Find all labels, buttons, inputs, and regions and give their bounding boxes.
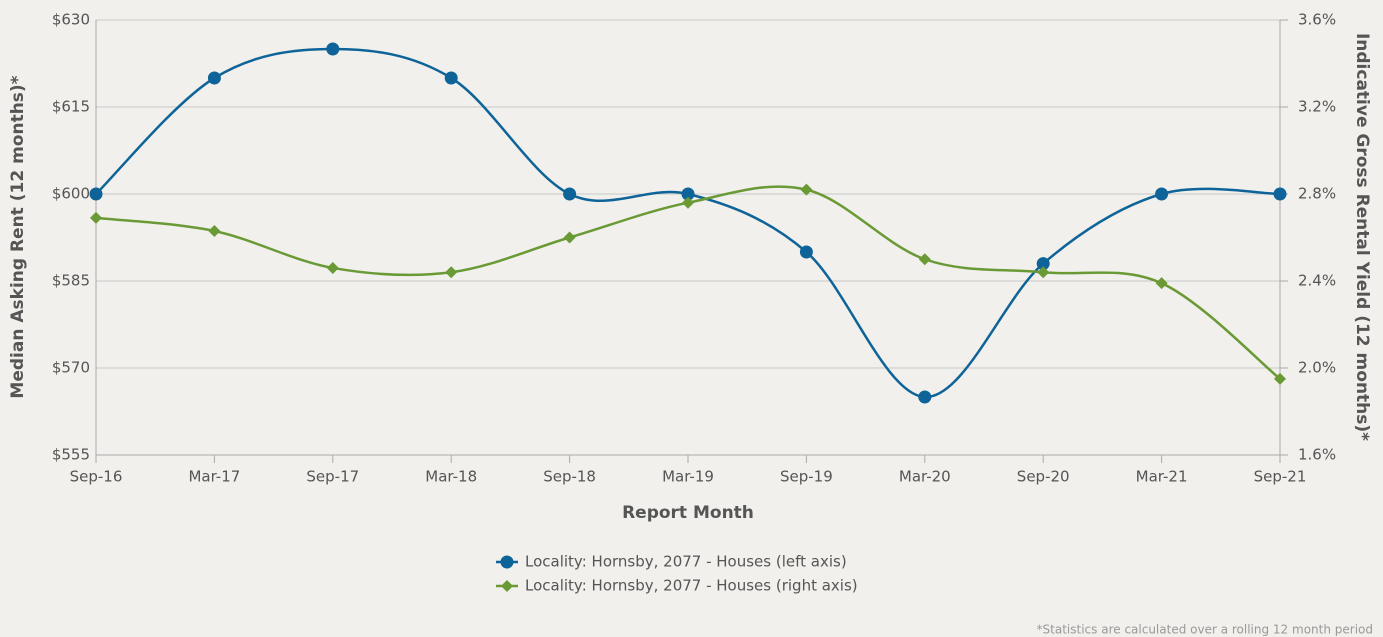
marker: [1155, 277, 1168, 290]
legend-label: Locality: Hornsby, 2077 - Houses (right …: [525, 577, 858, 595]
y-axis-title: Median Asking Rent (12 months)*: [8, 75, 28, 398]
series-line: [95, 185, 1281, 380]
marker: [207, 71, 221, 85]
x-tick-label: Mar-19: [662, 468, 714, 486]
y-tick-label: $630: [52, 11, 90, 29]
x-tick-label: Sep-17: [306, 468, 359, 486]
y-tick-label: $570: [52, 359, 90, 377]
y2-tick-label: 3.2%: [1298, 98, 1336, 116]
x-tick-label: Sep-20: [1017, 468, 1070, 486]
y-tick-label: $615: [52, 98, 90, 116]
marker: [1274, 372, 1286, 385]
y2-tick-label: 2.8%: [1298, 185, 1336, 203]
x-tick-label: Mar-21: [1136, 468, 1188, 486]
marker: [918, 390, 932, 404]
marker: [1036, 257, 1050, 271]
footnote: *Statistics are calculated over a rollin…: [1037, 623, 1373, 637]
x-axis-title: Report Month: [622, 503, 754, 523]
x-tick-label: Sep-18: [543, 468, 596, 486]
marker: [563, 231, 576, 244]
marker: [563, 187, 577, 201]
marker: [682, 196, 694, 209]
marker: [208, 224, 221, 237]
marker: [89, 187, 103, 201]
legend-marker: [500, 555, 514, 569]
legend-label: Locality: Hornsby, 2077 - Houses (left a…: [525, 553, 847, 571]
y-tick-label: $555: [52, 446, 90, 464]
legend-marker: [501, 580, 513, 592]
x-tick-label: Sep-19: [780, 468, 833, 486]
y2-axis-title: Indicative Gross Rental Yield (12 months…: [1352, 33, 1372, 441]
marker: [800, 183, 813, 196]
marker: [1037, 266, 1050, 279]
y-tick-label: $585: [52, 272, 90, 290]
marker: [445, 266, 458, 279]
y2-tick-label: 3.6%: [1298, 11, 1336, 29]
y2-tick-label: 1.6%: [1298, 446, 1336, 464]
y-tick-label: $600: [52, 185, 90, 203]
marker: [1155, 187, 1169, 201]
marker: [1273, 187, 1287, 201]
x-tick-label: Mar-17: [188, 468, 240, 486]
x-tick-label: Sep-21: [1254, 468, 1307, 486]
x-tick-label: Sep-16: [70, 468, 123, 486]
series-line: [95, 47, 1281, 399]
marker: [681, 187, 695, 201]
y2-tick-label: 2.4%: [1298, 272, 1336, 290]
marker: [918, 253, 931, 266]
marker: [444, 71, 458, 85]
marker: [326, 42, 340, 56]
marker: [326, 261, 339, 274]
marker: [799, 245, 813, 259]
marker: [90, 211, 102, 224]
x-tick-label: Mar-18: [425, 468, 477, 486]
x-tick-label: Mar-20: [899, 468, 951, 486]
y2-tick-label: 2.0%: [1298, 359, 1336, 377]
